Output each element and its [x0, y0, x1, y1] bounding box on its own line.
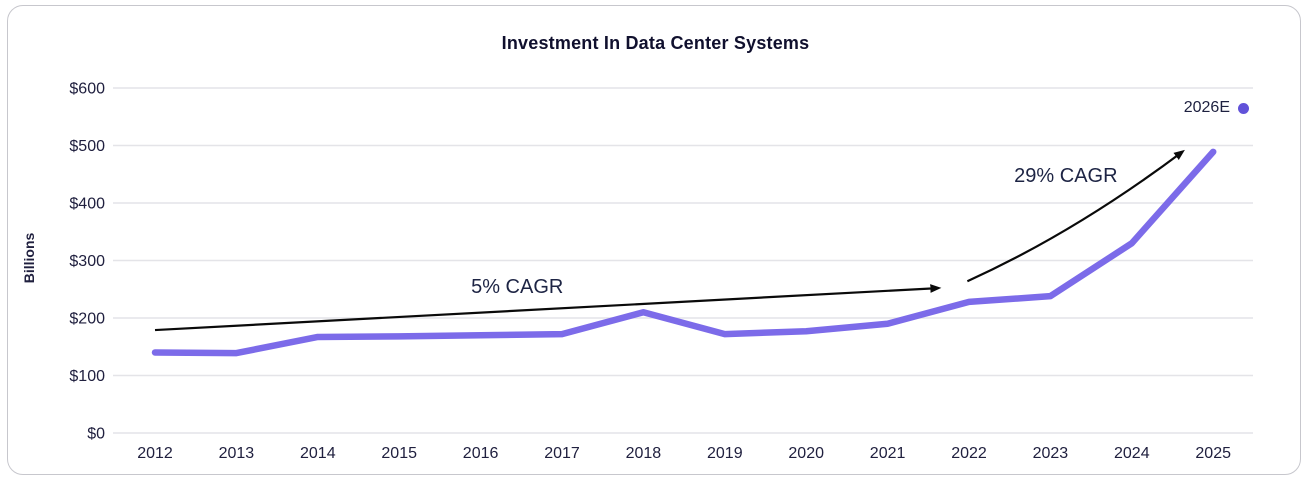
x-tick-label: 2024	[1114, 445, 1150, 462]
chart-card	[7, 5, 1301, 475]
cagr-label: 5% CAGR	[471, 276, 563, 298]
x-axis-tick-labels: 2012 2013 2014 2015 2016 2017 2018 2019 2020 2021…	[137, 445, 1231, 462]
y-tick-label: $400	[69, 196, 105, 213]
x-tick-label: 2017	[544, 445, 580, 462]
x-tick-label: 2016	[463, 445, 499, 462]
x-tick-label: 2018	[626, 445, 662, 462]
y-axis-tick-labels: $0 $100 $200 $300 $400 $500 $600	[69, 81, 105, 443]
y-tick-label: $500	[69, 138, 105, 155]
y-tick-label: $300	[69, 253, 105, 270]
cagr-labels: 5% CAGR 29% CAGR	[471, 165, 1117, 298]
x-tick-label: 2019	[707, 445, 743, 462]
cagr-label: 29% CAGR	[1014, 165, 1117, 187]
x-tick-label: 2012	[137, 445, 173, 462]
x-tick-label: 2022	[951, 445, 987, 462]
x-tick-label: 2025	[1195, 445, 1231, 462]
x-tick-label: 2014	[300, 445, 336, 462]
cagr-arrow	[154, 284, 942, 332]
cagr-arrow	[966, 149, 1185, 283]
y-tick-label: $200	[69, 311, 105, 328]
x-tick-label: 2020	[788, 445, 824, 462]
y-axis-title: Billions	[21, 233, 37, 284]
x-tick-label: 2015	[381, 445, 417, 462]
chart-title: Investment In Data Center Systems	[501, 33, 810, 53]
gridlines	[113, 87, 1253, 434]
data-series-line	[151, 148, 1217, 357]
x-tick-label: 2023	[1033, 445, 1069, 462]
y-axis-title-text: Billions	[21, 233, 37, 284]
y-tick-label: $100	[69, 368, 105, 385]
cagr-arrows	[154, 149, 1185, 332]
legend: 2026E	[1184, 99, 1249, 117]
x-tick-label: 2013	[219, 445, 255, 462]
legend-label-2026e: 2026E	[1183, 99, 1230, 116]
x-tick-label: 2021	[870, 445, 906, 462]
y-tick-label: $600	[69, 81, 105, 98]
legend-dot-icon	[1238, 102, 1249, 114]
series-polyline	[151, 148, 1217, 357]
y-tick-label: $0	[87, 426, 105, 443]
